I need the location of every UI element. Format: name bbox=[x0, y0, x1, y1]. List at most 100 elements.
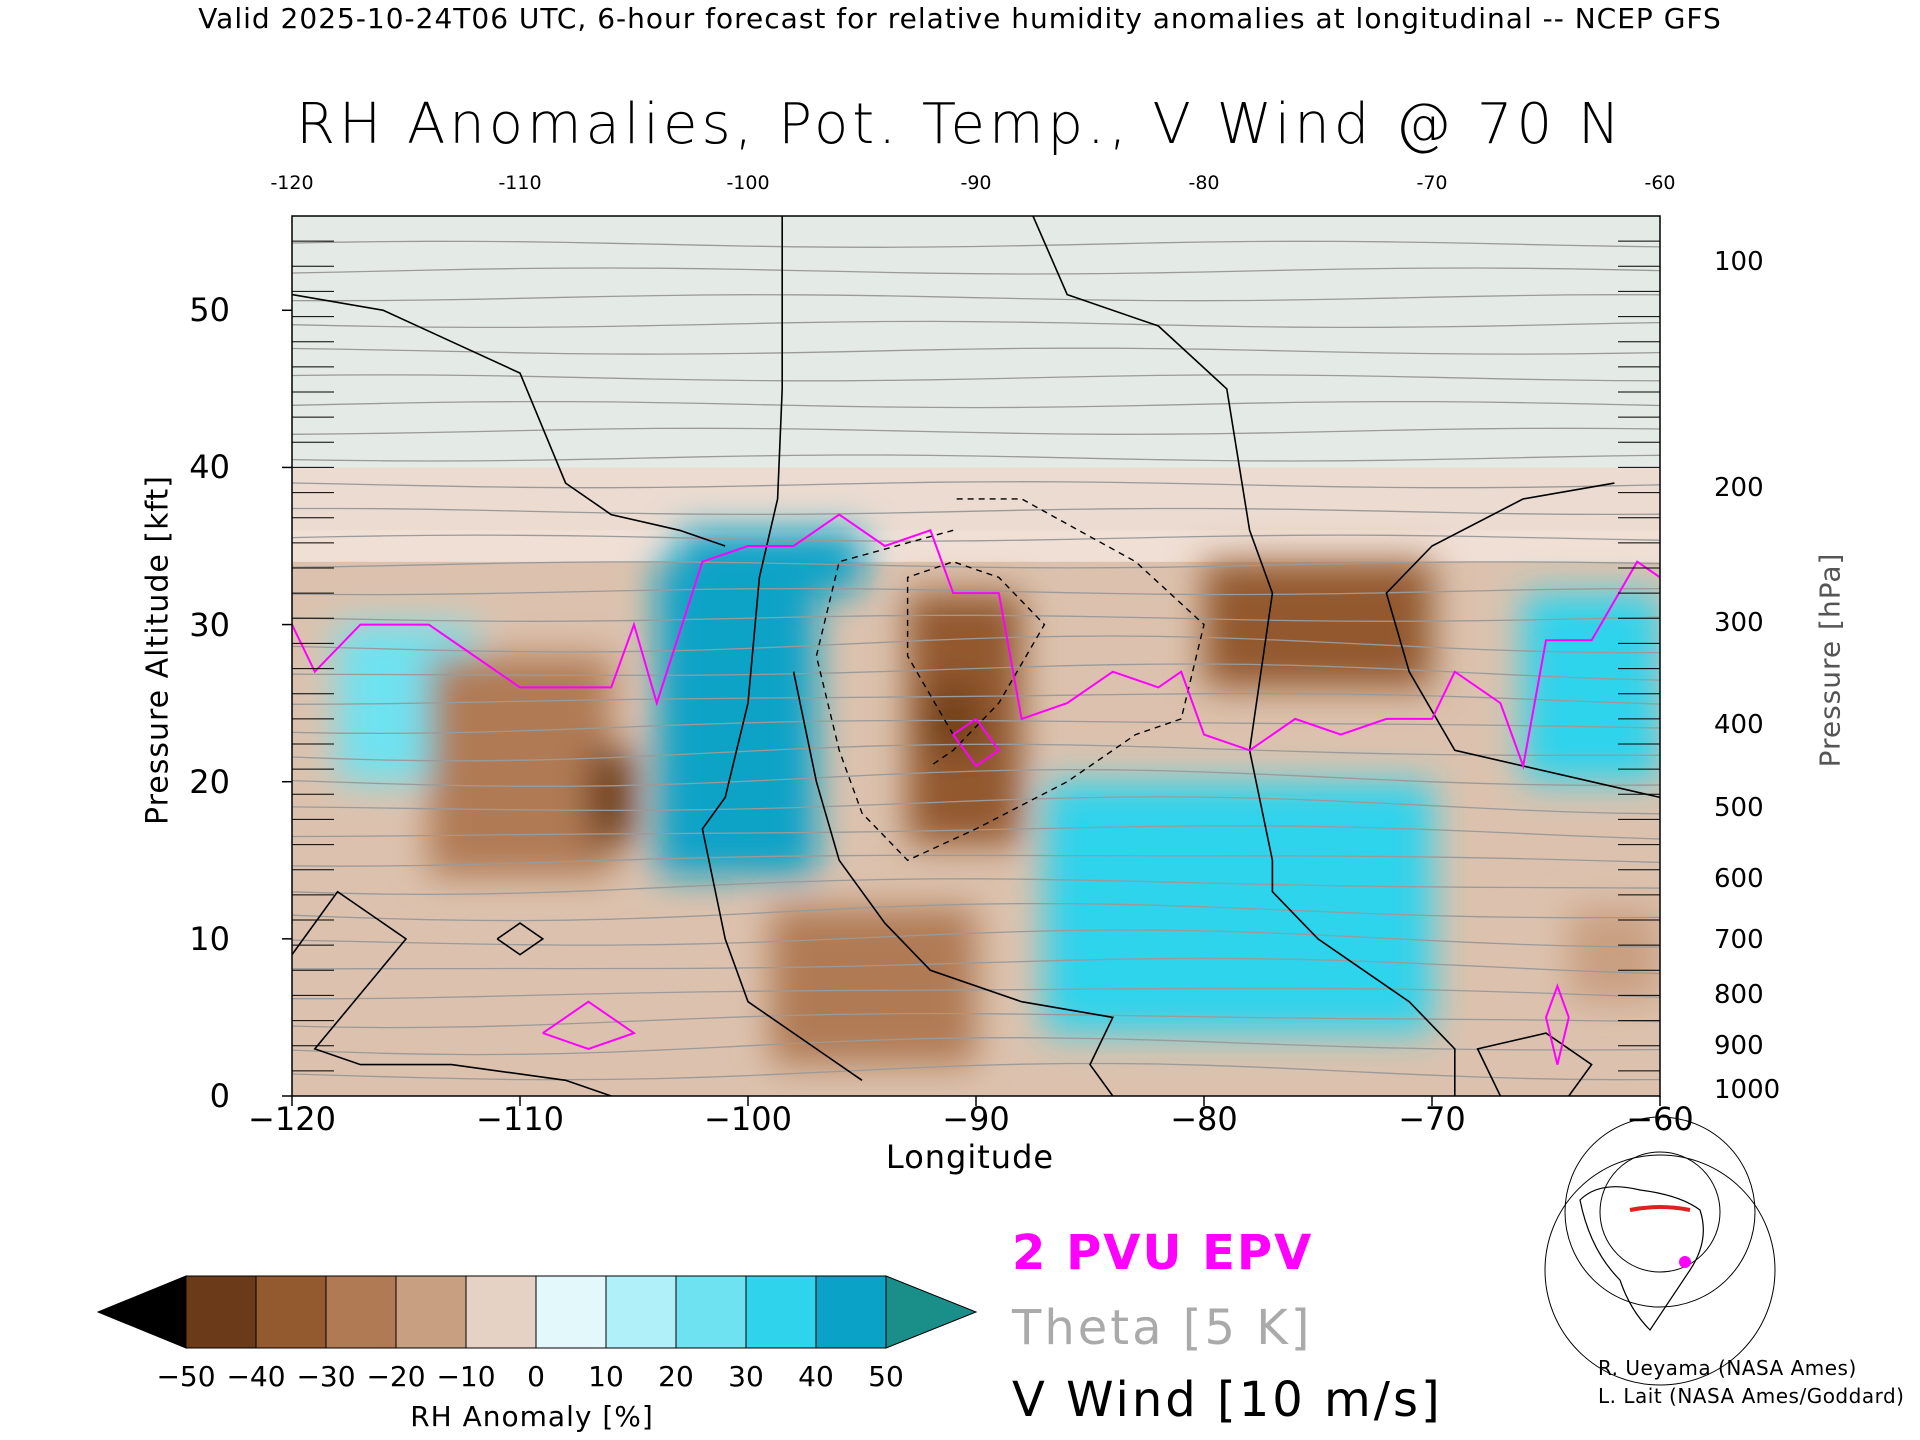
x-tick-label: −80 bbox=[1170, 1100, 1238, 1138]
legend-theta: Theta [5 K] bbox=[1012, 1300, 1313, 1356]
rh-anomaly-region bbox=[428, 656, 612, 876]
colorbar-swatch bbox=[325, 1275, 397, 1349]
theta-line bbox=[292, 854, 1660, 867]
theta-line bbox=[292, 614, 1660, 622]
theta-line bbox=[292, 768, 1660, 787]
y-tick-label: 10 bbox=[189, 919, 230, 958]
theta-contours bbox=[292, 240, 1660, 1081]
theta-line bbox=[292, 929, 1660, 948]
theta-line bbox=[292, 957, 1660, 975]
pressure-tick-label: 100 bbox=[1714, 246, 1764, 277]
header-valid-time: Valid 2025-10-24T06 UTC, 6-hour forecast… bbox=[198, 2, 1722, 35]
colorbar-swatch bbox=[465, 1275, 537, 1349]
vwind-line bbox=[1476, 1032, 1593, 1096]
vwind-line bbox=[701, 216, 863, 1081]
map-section-line bbox=[1629, 1205, 1691, 1212]
theta-line bbox=[292, 1012, 1660, 1029]
theta-line bbox=[292, 825, 1660, 840]
colorbar-tick-label: 50 bbox=[868, 1360, 904, 1393]
theta-line bbox=[292, 534, 1660, 542]
y-tick-label: 0 bbox=[209, 1077, 230, 1115]
theta-line bbox=[292, 587, 1660, 596]
pressure-tick-label: 200 bbox=[1714, 472, 1764, 503]
pressure-tick-label: 1000 bbox=[1714, 1074, 1781, 1105]
colorbar-tick-label: −30 bbox=[296, 1360, 356, 1393]
map-boundary bbox=[1544, 1154, 1776, 1386]
y-axis-label-left: Pressure Altitude [kft] bbox=[140, 475, 176, 825]
locator-map-icon bbox=[1544, 1116, 1776, 1386]
map-inset-group bbox=[1544, 1116, 1776, 1386]
x-tick-label-top: -100 bbox=[726, 172, 770, 194]
theta-line bbox=[292, 240, 1660, 248]
theta-line bbox=[292, 878, 1660, 896]
colorbar-swatch bbox=[535, 1275, 607, 1349]
rh-anomaly-field bbox=[292, 216, 1660, 1096]
colorbar-swatch bbox=[255, 1275, 327, 1349]
colorbar-tick-label: 10 bbox=[588, 1360, 624, 1393]
vwind-line bbox=[496, 922, 545, 956]
x-tick-label: −70 bbox=[1398, 1100, 1466, 1138]
rh-anomaly-region bbox=[656, 561, 817, 876]
pressure-tick-label: 400 bbox=[1714, 710, 1764, 741]
theta-line bbox=[292, 561, 1660, 569]
colorbar-tick-label: −20 bbox=[366, 1360, 426, 1393]
x-tick-label-top: -90 bbox=[960, 172, 992, 194]
theta-line bbox=[292, 1037, 1660, 1056]
colorbar-swatch bbox=[675, 1275, 747, 1349]
rh-anomaly-region bbox=[588, 750, 634, 845]
map-location-dot bbox=[1679, 1256, 1691, 1268]
rh-anomaly-region bbox=[770, 907, 976, 1065]
theta-line bbox=[292, 902, 1660, 922]
theta-line bbox=[292, 692, 1660, 705]
colorbar bbox=[96, 1275, 978, 1349]
x-tick-label: −120 bbox=[248, 1100, 336, 1138]
theta-line bbox=[292, 454, 1660, 462]
pressure-tick-label: 900 bbox=[1714, 1030, 1764, 1061]
pressure-tick-label: 700 bbox=[1714, 925, 1764, 956]
credit-line-1: R. Ueyama (NASA Ames) bbox=[1598, 1356, 1857, 1380]
epv-small-contour bbox=[1544, 983, 1570, 1065]
y-tick-label: 30 bbox=[189, 605, 230, 644]
credit-line-2: L. Lait (NASA Ames/Goddard) bbox=[1598, 1384, 1905, 1408]
colorbar-tick-label: 20 bbox=[658, 1360, 694, 1393]
theta-line bbox=[292, 400, 1660, 409]
pressure-tick-label: 300 bbox=[1714, 608, 1764, 638]
x-tick-label: −90 bbox=[942, 1100, 1010, 1138]
theta-line bbox=[292, 663, 1660, 681]
x-tick-label-top: -60 bbox=[1644, 172, 1676, 194]
epv-line bbox=[292, 513, 1660, 770]
colorbar-swatch bbox=[395, 1275, 467, 1349]
epv-small-contour bbox=[951, 718, 1001, 768]
vwind-negative-line bbox=[815, 498, 1205, 862]
x-tick-label: −60 bbox=[1626, 1100, 1694, 1138]
colorbar-swatch bbox=[815, 1275, 887, 1349]
x-tick-label-top: -80 bbox=[1188, 172, 1220, 194]
colorbar-swatch bbox=[185, 1275, 257, 1349]
theta-line bbox=[292, 427, 1660, 435]
theta-line bbox=[292, 796, 1660, 815]
vwind-line bbox=[292, 293, 726, 547]
theta-line bbox=[292, 320, 1660, 329]
colorbar-extend-low bbox=[96, 1275, 187, 1349]
x-axis-label: Longitude bbox=[885, 1138, 1055, 1176]
colorbar-tick-label: 30 bbox=[728, 1360, 764, 1393]
x-tick-label: −100 bbox=[704, 1100, 792, 1138]
legend-vwind: V Wind [10 m/s] bbox=[1012, 1372, 1443, 1428]
x-tick-label-top: -120 bbox=[270, 172, 314, 194]
map-coastline bbox=[1579, 1186, 1704, 1331]
y-tick-label: 50 bbox=[189, 291, 230, 330]
vwind-line bbox=[1385, 482, 1660, 799]
colorbar-tick-label: 40 bbox=[798, 1360, 834, 1393]
epv-small-contour bbox=[542, 1000, 637, 1050]
colorbar-extend-high bbox=[885, 1275, 978, 1349]
epv-contour bbox=[292, 513, 1660, 1065]
pressure-tick-label: 500 bbox=[1714, 793, 1764, 824]
theta-line bbox=[292, 294, 1660, 302]
chart-title: RH Anomalies, Pot. Temp., V Wind @ 70 N bbox=[296, 92, 1624, 157]
map-latitude-circle bbox=[1599, 1151, 1721, 1273]
map-latitude-circle bbox=[1564, 1116, 1756, 1308]
theta-line bbox=[292, 743, 1660, 762]
colorbar-tick-label: −40 bbox=[226, 1360, 286, 1393]
theta-line bbox=[292, 267, 1660, 275]
